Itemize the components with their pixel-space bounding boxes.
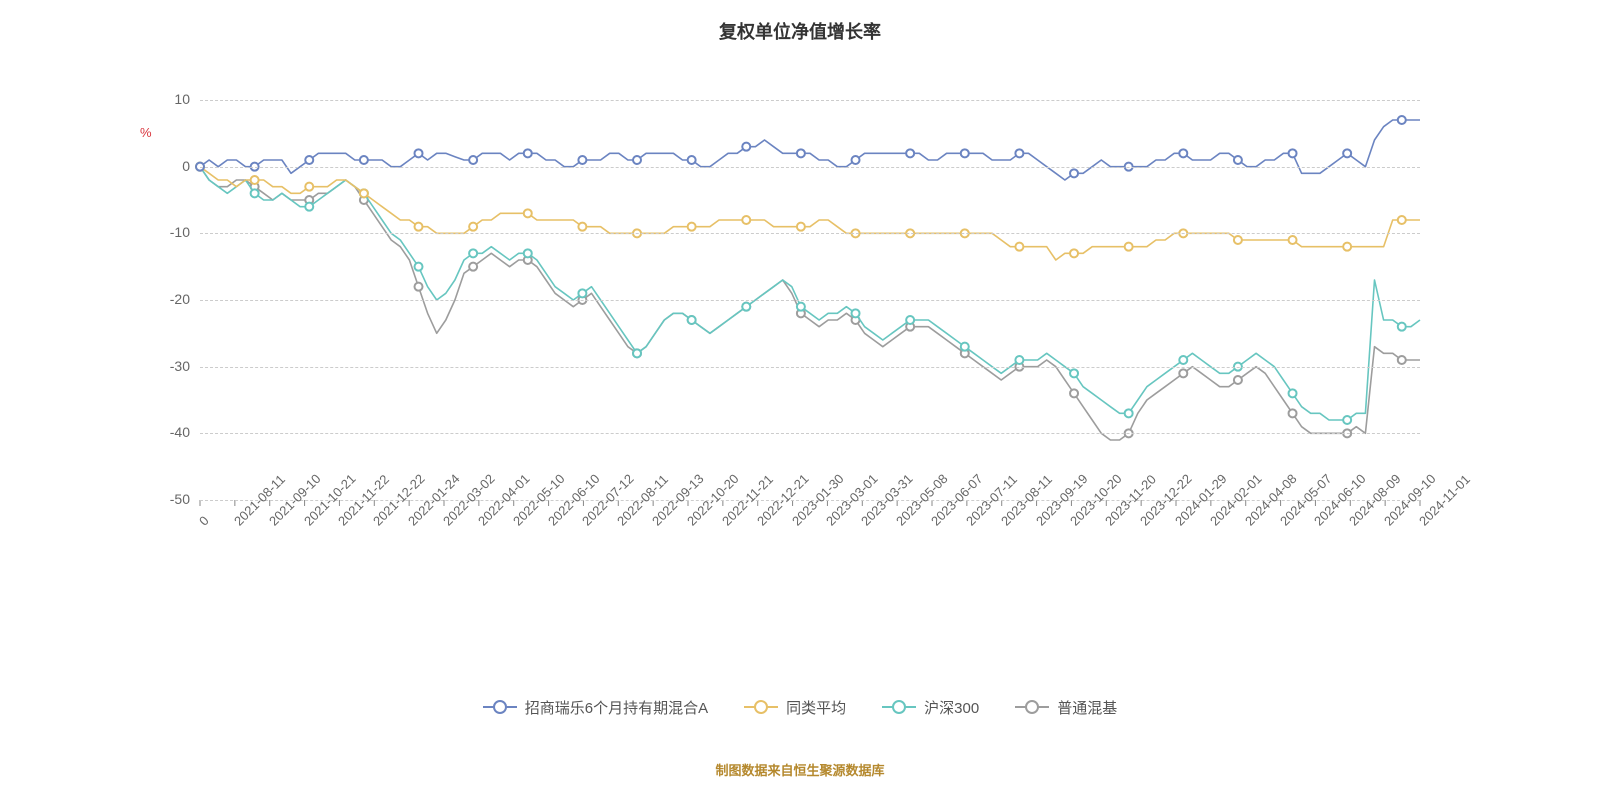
grid-line <box>200 167 1420 168</box>
series-marker-peer_avg <box>524 209 532 217</box>
series-marker-peer_avg <box>1398 216 1406 224</box>
series-marker-fund <box>1015 149 1023 157</box>
series-marker-fund <box>797 149 805 157</box>
series-marker-fund <box>688 156 696 164</box>
legend-label: 招商瑞乐6个月持有期混合A <box>525 697 708 718</box>
series-marker-fund <box>1234 156 1242 164</box>
legend: 招商瑞乐6个月持有期混合A 同类平均 沪深300 普通混基 <box>0 695 1600 718</box>
series-marker-csi300 <box>688 316 696 324</box>
legend-label: 沪深300 <box>924 697 979 718</box>
series-marker-peer_avg <box>1343 243 1351 251</box>
series-marker-csi300 <box>1179 356 1187 364</box>
series-marker-csi300 <box>578 289 586 297</box>
series-marker-fund <box>469 156 477 164</box>
series-marker-mixed_fund <box>1234 376 1242 384</box>
series-marker-fund <box>360 156 368 164</box>
series-marker-fund <box>1289 149 1297 157</box>
series-marker-peer_avg <box>578 223 586 231</box>
grid-line <box>200 300 1420 301</box>
series-marker-peer_avg <box>305 183 313 191</box>
series-marker-fund <box>415 149 423 157</box>
series-marker-csi300 <box>633 349 641 357</box>
legend-label: 普通混基 <box>1057 697 1117 718</box>
series-marker-mixed_fund <box>1070 389 1078 397</box>
series-marker-mixed_fund <box>1398 356 1406 364</box>
series-marker-fund <box>906 149 914 157</box>
y-tick-label: 0 <box>140 158 190 174</box>
series-marker-peer_avg <box>742 216 750 224</box>
legend-item-fund: 招商瑞乐6个月持有期混合A <box>483 697 708 718</box>
series-marker-peer_avg <box>415 223 423 231</box>
series-marker-fund <box>852 156 860 164</box>
series-marker-mixed_fund <box>415 283 423 291</box>
series-marker-csi300 <box>1343 416 1351 424</box>
legend-swatch <box>1015 706 1049 708</box>
series-marker-peer_avg <box>688 223 696 231</box>
grid-line <box>200 100 1420 101</box>
legend-label: 同类平均 <box>786 697 846 718</box>
series-line-peer_avg <box>200 167 1420 260</box>
series-marker-fund <box>742 143 750 151</box>
series-marker-peer_avg <box>469 223 477 231</box>
series-marker-csi300 <box>906 316 914 324</box>
y-tick-label: -10 <box>140 224 190 240</box>
nav-growth-chart: 复权单位净值增长率 % 招商瑞乐6个月持有期混合A同类平均沪深300普通混基 制… <box>0 0 1600 800</box>
series-marker-csi300 <box>305 203 313 211</box>
series-marker-csi300 <box>251 189 259 197</box>
series-marker-mixed_fund <box>1289 409 1297 417</box>
chart-footer: 制图数据来自恒生聚源数据库 <box>0 760 1600 779</box>
series-marker-fund <box>305 156 313 164</box>
legend-item-peer_avg: 同类平均 <box>744 697 846 718</box>
series-marker-csi300 <box>1289 389 1297 397</box>
series-marker-csi300 <box>469 249 477 257</box>
series-marker-fund <box>1343 149 1351 157</box>
legend-swatch <box>744 706 778 708</box>
series-marker-peer_avg <box>797 223 805 231</box>
series-marker-csi300 <box>797 303 805 311</box>
series-marker-fund <box>578 156 586 164</box>
series-marker-peer_avg <box>251 176 259 184</box>
series-marker-peer_avg <box>1289 236 1297 244</box>
grid-line <box>200 233 1420 234</box>
series-marker-csi300 <box>1015 356 1023 364</box>
series-marker-csi300 <box>1125 409 1133 417</box>
grid-line <box>200 433 1420 434</box>
y-tick-label: -40 <box>140 424 190 440</box>
grid-line <box>200 367 1420 368</box>
series-marker-fund <box>1179 149 1187 157</box>
y-tick-label: -50 <box>140 491 190 507</box>
series-marker-peer_avg <box>1070 249 1078 257</box>
series-marker-mixed_fund <box>469 263 477 271</box>
series-marker-csi300 <box>742 303 750 311</box>
series-line-fund <box>200 120 1420 180</box>
legend-swatch <box>483 706 517 708</box>
series-marker-peer_avg <box>360 189 368 197</box>
legend-item-csi300: 沪深300 <box>882 697 979 718</box>
series-marker-fund <box>524 149 532 157</box>
y-tick-label: -20 <box>140 291 190 307</box>
series-marker-csi300 <box>852 309 860 317</box>
series-marker-peer_avg <box>1015 243 1023 251</box>
legend-item-mixed_fund: 普通混基 <box>1015 697 1117 718</box>
series-marker-mixed_fund <box>1179 369 1187 377</box>
series-marker-fund <box>633 156 641 164</box>
series-marker-peer_avg <box>1234 236 1242 244</box>
series-marker-fund <box>961 149 969 157</box>
series-marker-csi300 <box>524 249 532 257</box>
y-tick-label: 10 <box>140 91 190 107</box>
series-marker-csi300 <box>1398 323 1406 331</box>
series-marker-csi300 <box>961 343 969 351</box>
series-marker-fund <box>1398 116 1406 124</box>
series-marker-fund <box>1070 169 1078 177</box>
series-marker-csi300 <box>1070 369 1078 377</box>
plot-canvas <box>0 0 1600 800</box>
y-tick-label: -30 <box>140 358 190 374</box>
series-marker-peer_avg <box>1125 243 1133 251</box>
series-marker-csi300 <box>415 263 423 271</box>
legend-swatch <box>882 706 916 708</box>
